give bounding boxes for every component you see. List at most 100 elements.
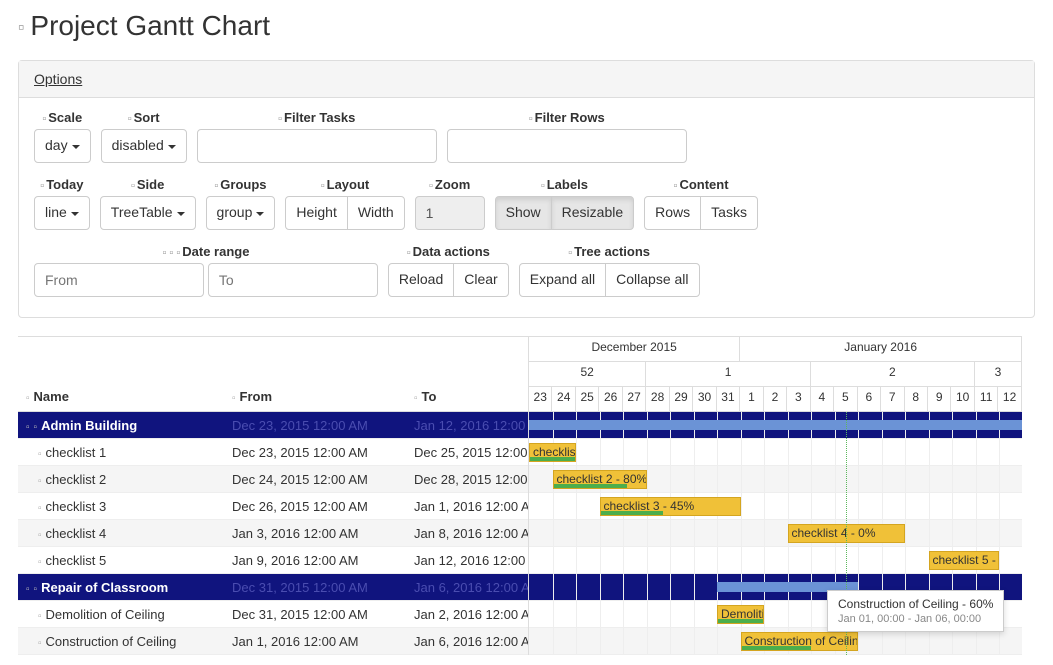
row-name: Demolition of Ceiling xyxy=(46,607,165,622)
labels-resizable-button[interactable]: Resizable xyxy=(551,196,634,230)
row-from: Jan 3, 2016 12:00 AM xyxy=(232,526,358,541)
gantt-progress xyxy=(601,511,664,515)
timeline-day: 6 xyxy=(858,387,881,411)
table-row[interactable]: ▫checklist 2Dec 24, 2015 12:00 AMDec 28,… xyxy=(18,466,528,493)
timeline-day: 27 xyxy=(623,387,646,411)
row-to: Jan 6, 2016 12:00 AM xyxy=(414,634,528,649)
gantt-task-bar[interactable]: checklist 2 - 80% xyxy=(553,470,647,489)
gantt-task-bar[interactable]: Demolition of Ceiling xyxy=(717,605,764,624)
clear-button[interactable]: Clear xyxy=(453,263,508,297)
timeline-day: 25 xyxy=(576,387,599,411)
today-select[interactable]: line xyxy=(34,196,90,230)
groups-select[interactable]: group xyxy=(206,196,276,230)
gantt-task-bar[interactable]: checklist 3 - 45% xyxy=(600,497,741,516)
col-from-header[interactable]: From xyxy=(240,389,273,404)
row-name: Construction of Ceiling xyxy=(46,634,177,649)
gantt-progress xyxy=(742,646,811,650)
timeline-row: checklist 4 - 0% xyxy=(529,520,1022,547)
content-tasks-button[interactable]: Tasks xyxy=(700,196,758,230)
table-row[interactable]: ▫▫Admin BuildingDec 23, 2015 12:00 AMJan… xyxy=(18,412,528,439)
row-from: Dec 23, 2015 12:00 AM xyxy=(232,445,368,460)
timeline-day: 2 xyxy=(764,387,787,411)
table-row[interactable]: ▫checklist 5Jan 9, 2016 12:00 AMJan 12, … xyxy=(18,547,528,574)
timeline-day: 3 xyxy=(787,387,810,411)
options-heading[interactable]: Options xyxy=(19,61,1034,98)
col-name-header[interactable]: Name xyxy=(34,389,69,404)
filter-rows-input[interactable] xyxy=(447,129,687,163)
row-name: checklist 5 xyxy=(46,553,107,568)
timeline-day: 30 xyxy=(693,387,716,411)
content-rows-button[interactable]: Rows xyxy=(644,196,701,230)
reload-button[interactable]: Reload xyxy=(388,263,454,297)
side-label: Side xyxy=(137,177,164,192)
timeline-row xyxy=(529,412,1022,439)
row-name: checklist 3 xyxy=(46,499,107,514)
gantt-parent-bar[interactable] xyxy=(529,420,1022,430)
tree-actions-label: Tree actions xyxy=(574,244,650,259)
layout-width-button[interactable]: Width xyxy=(347,196,405,230)
timeline-week: 3 xyxy=(975,362,1022,386)
gantt-task-bar[interactable]: checklist 5 - 0% xyxy=(929,551,1000,570)
groups-label: Groups xyxy=(220,177,266,192)
layout-height-button[interactable]: Height xyxy=(285,196,347,230)
timeline-row: checklist 5 - 0% xyxy=(529,547,1022,574)
gantt-timeline[interactable]: December 2015January 2016 52123 23242526… xyxy=(528,337,1022,655)
side-select[interactable]: TreeTable xyxy=(100,196,196,230)
timeline-month: January 2016 xyxy=(740,337,1022,361)
scale-label: Scale xyxy=(48,110,82,125)
filter-tasks-label: Filter Tasks xyxy=(284,110,355,125)
labels-show-button[interactable]: Show xyxy=(495,196,552,230)
timeline-day: 23 xyxy=(529,387,552,411)
table-row[interactable]: ▫▫Repair of ClassroomDec 31, 2015 12:00 … xyxy=(18,574,528,601)
timeline-day: 28 xyxy=(646,387,669,411)
row-to: Jan 12, 2016 12:00 AM xyxy=(414,553,528,568)
table-row[interactable]: ▫checklist 1Dec 23, 2015 12:00 AMDec 25,… xyxy=(18,439,528,466)
timeline-day: 4 xyxy=(811,387,834,411)
row-from: Dec 31, 2015 12:00 AM xyxy=(232,580,368,595)
row-name: Admin Building xyxy=(41,418,137,433)
sort-label: Sort xyxy=(134,110,160,125)
expand-all-button[interactable]: Expand all xyxy=(519,263,606,297)
tooltip-sub: Jan 01, 00:00 - Jan 06, 00:00 xyxy=(838,613,993,625)
options-panel: Options ▫Scale day ▫Sort disabled ▫Filte… xyxy=(18,60,1035,318)
row-to: Jan 6, 2016 12:00 AM xyxy=(414,580,528,595)
layout-label: Layout xyxy=(327,177,370,192)
timeline-day: 29 xyxy=(670,387,693,411)
row-to: Dec 25, 2015 12:00 AM xyxy=(414,445,528,460)
timeline-day: 5 xyxy=(834,387,857,411)
timeline-day: 7 xyxy=(881,387,904,411)
timeline-day: 8 xyxy=(905,387,928,411)
gantt-task-bar[interactable]: checklist 1 - 100% xyxy=(529,443,576,462)
row-from: Dec 31, 2015 12:00 AM xyxy=(232,607,368,622)
content-label: Content xyxy=(679,177,728,192)
timeline-day: 24 xyxy=(552,387,575,411)
tooltip-title: Construction of Ceiling - 60% xyxy=(838,597,993,611)
table-row[interactable]: ▫checklist 4Jan 3, 2016 12:00 AMJan 8, 2… xyxy=(18,520,528,547)
row-from: Jan 1, 2016 12:00 AM xyxy=(232,634,358,649)
row-to: Jan 8, 2016 12:00 AM xyxy=(414,526,528,541)
scale-select[interactable]: day xyxy=(34,129,91,163)
row-from: Dec 23, 2015 12:00 AM xyxy=(232,418,368,433)
timeline-row: checklist 3 - 45% xyxy=(529,493,1022,520)
table-row[interactable]: ▫checklist 3Dec 26, 2015 12:00 AMJan 1, … xyxy=(18,493,528,520)
daterange-label: Date range xyxy=(182,244,249,259)
row-from: Dec 24, 2015 12:00 AM xyxy=(232,472,368,487)
daterange-to-input[interactable] xyxy=(208,263,378,297)
filter-tasks-input[interactable] xyxy=(197,129,437,163)
collapse-all-button[interactable]: Collapse all xyxy=(605,263,699,297)
sort-select[interactable]: disabled xyxy=(101,129,187,163)
timeline-row: checklist 2 - 80% xyxy=(529,466,1022,493)
table-row[interactable]: ▫Construction of CeilingJan 1, 2016 12:0… xyxy=(18,628,528,655)
zoom-label: Zoom xyxy=(435,177,470,192)
row-from: Dec 26, 2015 12:00 AM xyxy=(232,499,368,514)
row-to: Jan 12, 2016 12:00 AM xyxy=(414,418,528,433)
table-row[interactable]: ▫Demolition of CeilingDec 31, 2015 12:00… xyxy=(18,601,528,628)
timeline-day: 12 xyxy=(998,387,1021,411)
gantt-task-bar[interactable]: Construction of Ceiling - 60% xyxy=(741,632,859,651)
col-to-header[interactable]: To xyxy=(422,389,437,404)
timeline-day: 11 xyxy=(975,387,998,411)
timeline-day: 26 xyxy=(599,387,622,411)
row-name: checklist 1 xyxy=(46,445,107,460)
daterange-from-input[interactable] xyxy=(34,263,204,297)
gantt-progress xyxy=(554,484,628,488)
